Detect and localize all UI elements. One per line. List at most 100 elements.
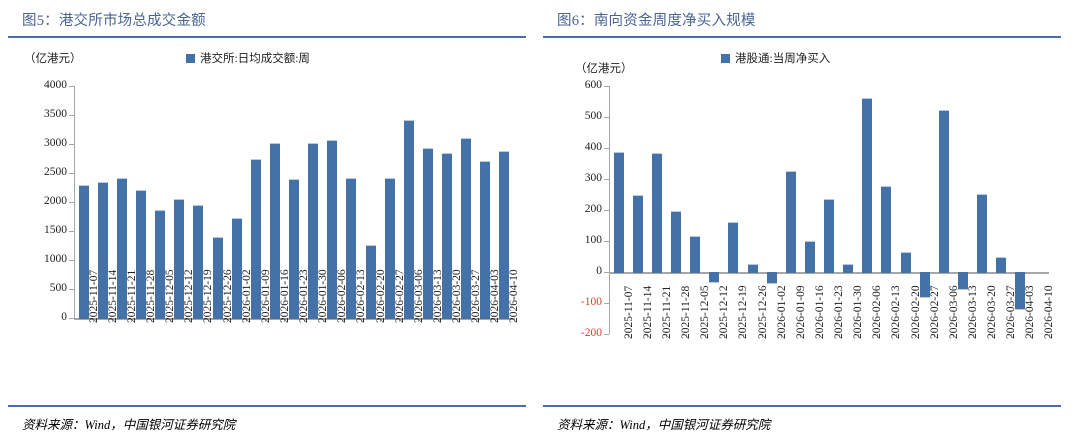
y-axis-tick [604, 179, 609, 180]
x-axis-baseline [609, 334, 1049, 335]
x-axis-tick [399, 318, 401, 322]
x-axis-tick [380, 318, 382, 322]
bar [977, 193, 987, 273]
bar [442, 152, 452, 319]
x-axis-label: 2026-04-10 [1043, 285, 1056, 339]
x-axis-tick [972, 334, 974, 338]
x-axis-tick [494, 318, 496, 322]
x-axis-tick [322, 318, 324, 322]
y-axis-tick [69, 115, 74, 116]
bar [346, 178, 357, 319]
bar [365, 244, 376, 319]
bar [651, 152, 662, 273]
y-axis-tick [69, 260, 74, 261]
x-axis-tick [246, 318, 248, 322]
y-axis-tick [69, 173, 74, 174]
x-axis-label: 2026-01-09 [794, 285, 807, 339]
x-axis-label: 2026-04-03 [1024, 285, 1037, 339]
x-axis-tick [723, 334, 725, 338]
figure-panel-6: 图6：南向资金周度净买入规模 （亿港元） 港股通:当周净买入 -200 -100 0… [543, 0, 1073, 439]
x-axis-label: 2025-12-26 [756, 285, 769, 339]
x-axis-tick [227, 318, 228, 322]
figure-5-unit-label: （亿港元） [24, 53, 82, 65]
x-axis-tick [838, 334, 840, 338]
x-axis-label: 2026-01-23 [833, 285, 845, 339]
x-axis-tick [475, 318, 477, 322]
x-axis-tick [361, 318, 362, 322]
x-axis-tick [265, 318, 267, 322]
y-axis-tick [604, 210, 609, 211]
x-axis-tick [1029, 334, 1031, 338]
y-axis-label: 4000 [44, 79, 67, 91]
bar [843, 264, 854, 274]
y-axis-tick [69, 231, 74, 232]
bar [231, 218, 242, 319]
y-axis-label: 500 [584, 110, 602, 122]
x-axis-tick [188, 318, 190, 322]
y-axis-tick [604, 86, 609, 87]
x-axis-tick [112, 318, 114, 322]
y-axis-label: 2000 [44, 195, 67, 207]
y-axis-label: 1500 [44, 224, 67, 236]
bar [136, 190, 146, 319]
bar [422, 147, 433, 319]
figure-5-footer-rule [8, 405, 526, 407]
x-axis-label: 2025-11-14 [641, 285, 654, 339]
bar [480, 161, 491, 319]
x-axis-tick [934, 334, 936, 338]
bar [728, 221, 739, 273]
figure-5-title: 图5：港交所市场总成交金额 [22, 13, 206, 29]
y-axis-line [609, 86, 610, 334]
y-axis-tick [604, 241, 609, 242]
y-axis-label: 400 [584, 141, 602, 153]
x-axis-tick [93, 318, 95, 322]
x-axis-label: 2026-02-06 [871, 285, 884, 339]
figure-6-legend: 港股通:当周净买入 [721, 50, 830, 66]
x-axis-label: 2025-12-19 [737, 285, 750, 339]
y-axis-tick [604, 334, 609, 335]
x-axis-tick [704, 334, 706, 338]
y-axis-tick [69, 86, 74, 87]
x-axis-label: 2026-02-27 [928, 285, 941, 339]
bar [403, 119, 414, 319]
x-axis-tick [514, 318, 515, 322]
bar [212, 236, 223, 319]
bar [996, 256, 1007, 273]
y-axis-tick [69, 289, 74, 290]
x-axis-label: 2026-01-16 [813, 285, 826, 339]
figure-5-legend: 港交所:日均成交额:周 [186, 50, 310, 66]
figure-5-legend-label: 港交所:日均成交额:周 [200, 53, 310, 65]
x-axis-label: 2025-12-05 [699, 285, 712, 339]
bar [78, 184, 89, 319]
x-axis-label: 2025-11-07 [622, 285, 635, 339]
y-axis-label: 100 [584, 234, 602, 246]
bar [709, 272, 720, 283]
bar [155, 210, 166, 319]
x-axis-label: 2025-12-12 [718, 285, 731, 339]
bar [862, 98, 873, 273]
x-axis-tick [781, 334, 783, 338]
x-axis-tick [800, 334, 802, 338]
y-axis-label: -200 [580, 327, 602, 339]
x-axis-tick [666, 334, 668, 338]
bar [327, 139, 338, 319]
y-axis-tick [604, 148, 609, 149]
y-axis-label: 200 [584, 203, 602, 215]
bar [900, 251, 911, 273]
x-axis-tick [819, 334, 821, 338]
x-axis-tick [628, 334, 630, 338]
y-axis-label: 1000 [44, 253, 67, 265]
y-axis-label: 0 [596, 265, 602, 277]
x-axis-tick [341, 318, 343, 322]
y-axis-label: 3000 [44, 137, 67, 149]
bar [804, 241, 815, 273]
legend-swatch-icon [721, 53, 730, 63]
figure-panel-5: 图5：港交所市场总成交金额 （亿港元） 港交所:日均成交额:周 0 500 1000… [8, 0, 538, 439]
bar [1015, 272, 1026, 310]
y-axis-label: -100 [580, 296, 602, 308]
x-axis-tick [915, 334, 917, 338]
x-axis-label: 2026-01-30 [852, 285, 865, 339]
bar [881, 185, 892, 273]
y-axis-label: 0 [61, 311, 67, 323]
